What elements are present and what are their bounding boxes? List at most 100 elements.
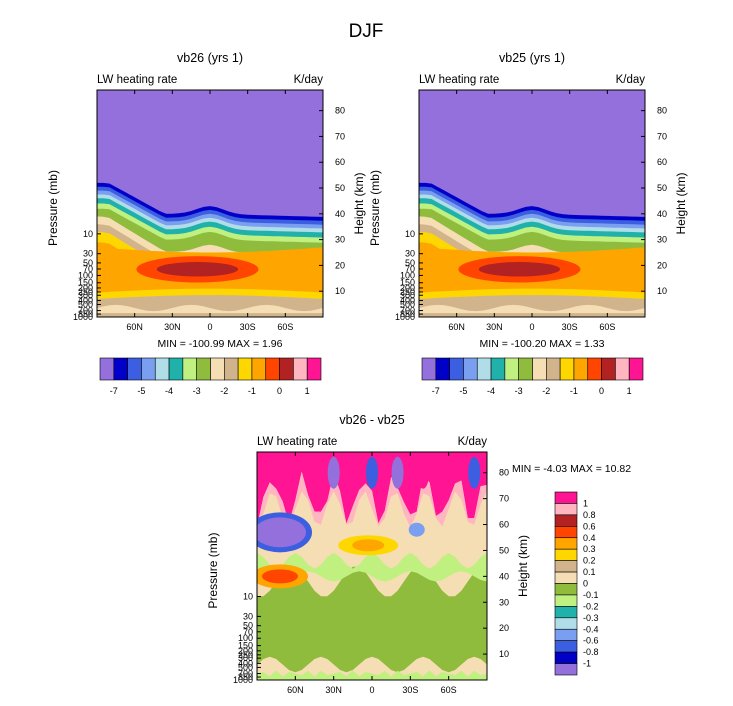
diff-plume	[468, 456, 481, 489]
min-max-text: MIN = -4.03 MAX = 10.82	[512, 463, 631, 475]
diff-eq-core	[352, 539, 385, 552]
y-tick-label: 850	[78, 309, 93, 319]
colorbar-swatch	[554, 526, 578, 539]
contour-field	[419, 90, 645, 317]
colorbar-swatch	[554, 583, 578, 596]
y-tick-label: 500	[78, 299, 93, 309]
y-tick-label: 850	[400, 309, 415, 319]
y-tick-label: 30	[243, 611, 253, 621]
colorbar-swatch	[518, 357, 533, 381]
left-label: LW heating rate	[419, 74, 499, 86]
colorbar-swatch	[237, 357, 253, 381]
y2-tick-label: 40	[499, 571, 509, 581]
diff-positive-top	[257, 452, 487, 527]
y-tick-label: 30	[405, 249, 415, 259]
y-tick-label: 100	[78, 270, 93, 280]
colorbar-label: 0.8	[583, 510, 596, 520]
colorbar-swatch	[435, 357, 450, 381]
y-tick-label: 1000	[73, 312, 93, 322]
colorbar-swatch	[224, 357, 239, 381]
y-tick-label: 300	[78, 290, 93, 300]
x-tick-label: 30S	[402, 685, 418, 695]
y-tick-label: 500	[400, 299, 415, 309]
y2-tick-label: 50	[335, 183, 345, 193]
colorbar-swatch	[154, 357, 170, 381]
colorbar-swatch	[279, 357, 294, 381]
diff-pos-blob	[262, 569, 298, 584]
diff-green	[257, 566, 487, 673]
colorbar-swatch	[504, 357, 519, 381]
x-tick-label: 60S	[599, 322, 615, 332]
y-tick-label: 70	[405, 264, 415, 274]
y-tick-label: 150	[400, 278, 415, 288]
x-tick-label: 0	[207, 322, 212, 332]
colorbar-swatch	[554, 560, 578, 573]
min-max-text: MIN = -100.20 MAX = 1.33	[480, 338, 605, 350]
colorbar-swatch	[265, 357, 280, 381]
y-tick-label: 500	[238, 662, 253, 672]
colorbar-swatch	[127, 357, 142, 381]
colorbar-swatch	[99, 357, 115, 381]
y-tick-label: 700	[78, 306, 93, 316]
colorbar-swatch	[293, 357, 308, 381]
colorbar-swatch	[421, 357, 437, 381]
y2-tick-label: 20	[657, 260, 667, 270]
y-tick-label: 400	[238, 658, 253, 668]
colorbar-label: -5	[137, 386, 145, 396]
y2-tick-label: 30	[657, 235, 667, 245]
colorbar-label: -0.8	[583, 647, 599, 657]
y-tick-label: 400	[78, 295, 93, 305]
cooling-core-inner	[156, 262, 239, 277]
left-label: LW heating rate	[257, 436, 337, 448]
y-axis-label: Pressure (mb)	[206, 533, 220, 609]
y-tick-label: 10	[405, 229, 415, 239]
colorbar-label: -7	[432, 386, 440, 396]
colorbar-label: 0.1	[583, 567, 596, 577]
diff-neg-blob	[257, 517, 306, 548]
x-tick-label: 30N	[486, 322, 503, 332]
min-max-text: MIN = -100.99 MAX = 1.96	[158, 338, 283, 350]
colorbar-label: -0.2	[583, 601, 599, 611]
diff-plume	[417, 456, 430, 489]
x-tick-label: 30S	[562, 322, 578, 332]
diff-lightgreen	[257, 553, 487, 582]
y-axis-label: Pressure (mb)	[46, 170, 60, 246]
colorbar-swatch	[306, 357, 322, 381]
colorbar-swatch	[490, 357, 506, 381]
x-tick-label: 30S	[240, 322, 256, 332]
y2-tick-label: 30	[499, 597, 509, 607]
panel-title: vb26 (yrs 1)	[177, 51, 243, 65]
colorbar-swatch	[532, 357, 547, 381]
y-tick-label: 70	[83, 264, 93, 274]
y-tick-label: 700	[238, 669, 253, 679]
y2-tick-label: 50	[499, 545, 509, 555]
y2-tick-label: 20	[499, 623, 509, 633]
y-tick-label: 700	[400, 306, 415, 316]
colorbar-label: 0	[583, 579, 588, 589]
diff-pink-band	[257, 471, 487, 528]
colorbar-swatch	[113, 357, 128, 381]
y2-tick-label: 50	[657, 183, 667, 193]
y-tick-label: 200	[400, 283, 415, 293]
colorbar-swatch	[554, 651, 578, 664]
colorbar-label: 0	[599, 386, 604, 396]
y-tick-label: 1000	[395, 312, 415, 322]
y-tick-label: 200	[78, 283, 93, 293]
x-tick-label: 0	[529, 322, 534, 332]
colorbar-label: -7	[110, 386, 118, 396]
x-tick-label: 60N	[448, 322, 465, 332]
y2-tick-label: 10	[335, 286, 345, 296]
y2-axis-label: Height (km)	[516, 535, 530, 597]
y-tick-label: 200	[238, 646, 253, 656]
y2-tick-label: 80	[499, 468, 509, 478]
colorbar-label: -0.4	[583, 624, 599, 634]
right-label: K/day	[294, 74, 324, 86]
contour-field	[257, 452, 487, 680]
panel-2: vb25 (yrs 1)LW heating rate K/day 60N 30N 0 3…	[368, 51, 688, 396]
y2-tick-label: 40	[335, 209, 345, 219]
panel-title: vb25 (yrs 1)	[499, 51, 565, 65]
colorbar-swatch	[554, 503, 578, 516]
colorbar-label: -0.3	[583, 613, 599, 623]
colorbar-swatch	[251, 357, 267, 381]
